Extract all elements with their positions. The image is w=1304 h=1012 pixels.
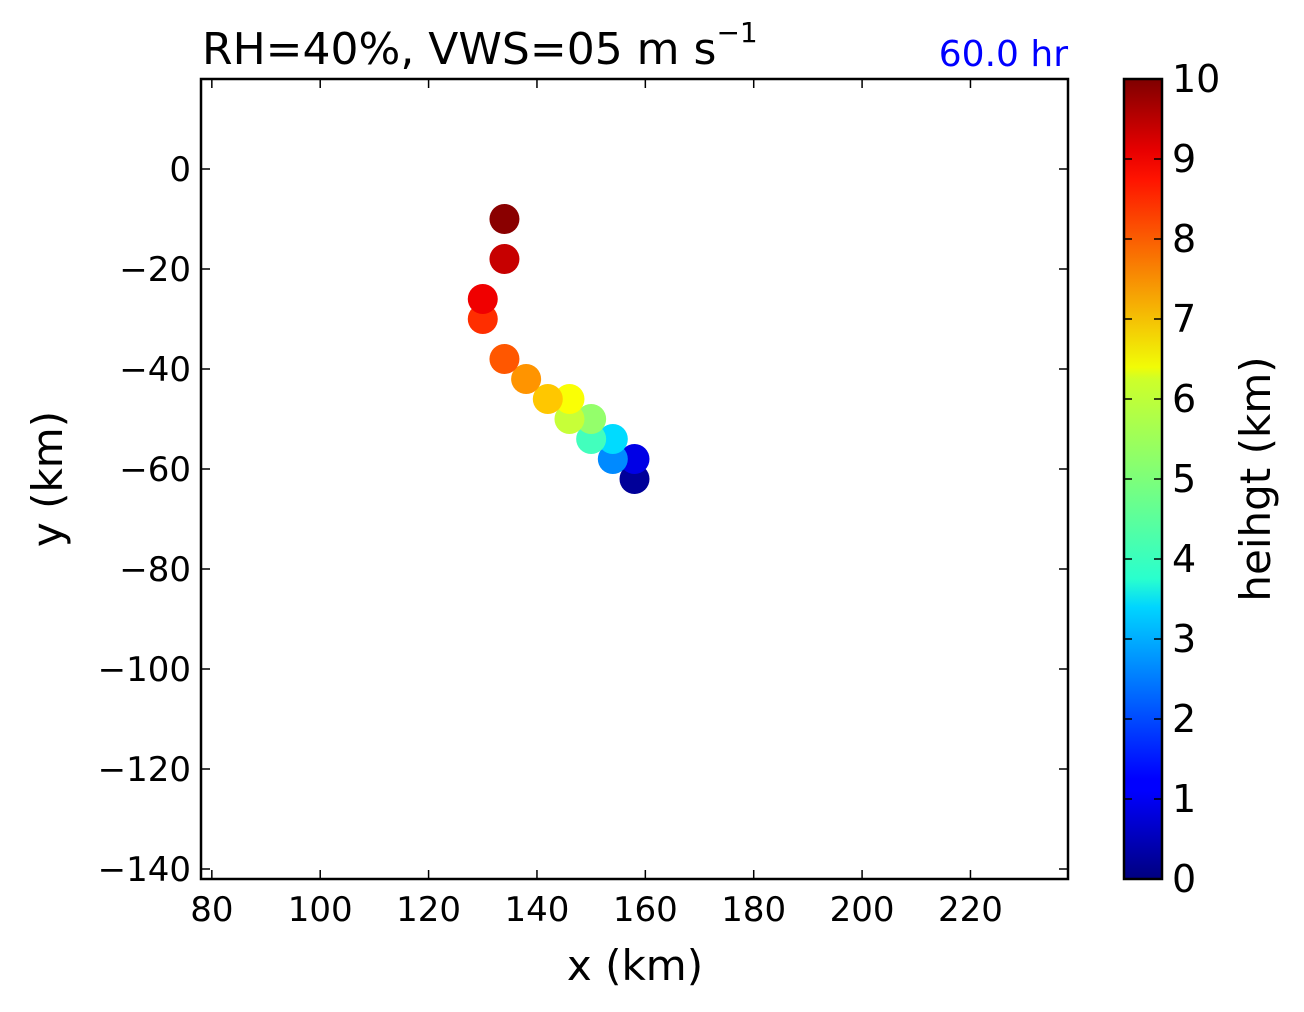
- colorbar-tick-label: 3: [1172, 617, 1196, 661]
- y-axis-label: y (km): [23, 411, 72, 547]
- x-tick-label: 200: [830, 890, 895, 930]
- data-point: [489, 344, 520, 374]
- colorbar-tick-label: 2: [1172, 697, 1196, 741]
- colorbar-label: heihgt (km): [1231, 356, 1280, 601]
- y-tick-label: −140: [98, 850, 191, 890]
- y-tick-label: −80: [119, 550, 191, 590]
- y-tick-label: −100: [98, 650, 191, 690]
- data-point: [489, 204, 520, 234]
- colorbar-tick-label: 6: [1172, 377, 1196, 421]
- y-tick-label: −120: [98, 750, 191, 790]
- x-tick-label: 220: [938, 890, 1003, 930]
- colorbar-tick-label: 8: [1172, 217, 1196, 261]
- colorbar-tick-label: 4: [1172, 537, 1196, 581]
- data-point: [489, 244, 520, 274]
- colorbar-tick-label: 7: [1172, 297, 1196, 341]
- data-point: [532, 384, 563, 414]
- data-point: [467, 284, 498, 314]
- x-tick-label: 140: [505, 890, 570, 930]
- time-label: 60.0 hr: [939, 34, 1068, 75]
- colorbar-tick-label: 1: [1172, 777, 1196, 821]
- data-point: [576, 404, 607, 434]
- x-tick-label: 80: [190, 890, 233, 930]
- x-tick-label: 120: [396, 890, 461, 930]
- x-tick-label: 160: [613, 890, 678, 930]
- y-tick-label: 0: [169, 150, 191, 190]
- plot-frame: [199, 77, 1070, 881]
- y-axis-ticks: 0 −20 −40 −60 −80 −100 −120 −140: [98, 150, 1068, 890]
- data-point: [511, 364, 542, 394]
- colorbar-tick-label: 0: [1172, 857, 1196, 901]
- y-tick-label: −20: [119, 250, 191, 290]
- y-tick-label: −60: [119, 450, 191, 490]
- colorbar-tick-label: 5: [1172, 457, 1196, 501]
- data-point: [597, 424, 628, 454]
- x-axis-ticks: 80 100 120 140 160 180 200 220: [190, 79, 1003, 930]
- colorbar-tick-label: 9: [1172, 137, 1196, 181]
- colorbar-tick-label: 10: [1172, 57, 1220, 101]
- scatter-points: [467, 204, 650, 494]
- x-tick-label: 100: [288, 890, 353, 930]
- colorbar-ticks: 0 1 2 3 4 5 6 7 8 9 10: [1124, 57, 1220, 901]
- y-tick-label: −40: [119, 350, 191, 390]
- x-tick-label: 180: [721, 890, 786, 930]
- data-point: [619, 444, 650, 474]
- data-point: [554, 384, 585, 414]
- x-axis-label: x (km): [567, 941, 703, 990]
- chart-title: RH=40%, VWS=05 m s−1: [202, 16, 758, 75]
